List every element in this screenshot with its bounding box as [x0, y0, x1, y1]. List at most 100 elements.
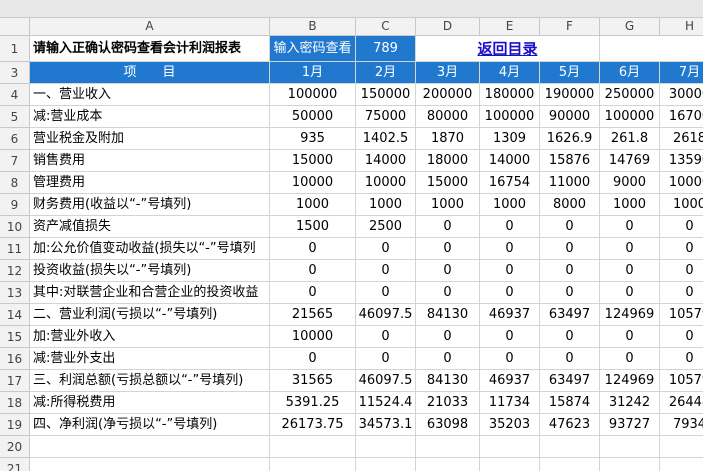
- value-cell: 63497: [540, 370, 600, 392]
- value-cell: 0: [480, 238, 540, 260]
- value-cell: 0: [270, 282, 356, 304]
- row-number[interactable]: 10: [0, 216, 30, 238]
- value-cell: 1000: [600, 194, 660, 216]
- column-header[interactable]: D: [416, 18, 480, 36]
- row-number[interactable]: 14: [0, 304, 30, 326]
- row-number[interactable]: 13: [0, 282, 30, 304]
- row-number[interactable]: 4: [0, 84, 30, 106]
- value-cell: 93727: [600, 414, 660, 436]
- password-input[interactable]: 789: [356, 36, 416, 62]
- row-number[interactable]: 15: [0, 326, 30, 348]
- row-label: 二、营业利润(亏损以“-”号填列): [30, 304, 270, 326]
- value-cell: 14000: [356, 150, 416, 172]
- value-cell: 0: [356, 326, 416, 348]
- value-cell: 1000: [480, 194, 540, 216]
- value-cell: 100000: [480, 106, 540, 128]
- row-label: 投资收益(损失以“-”号填列): [30, 260, 270, 282]
- row-number[interactable]: 19: [0, 414, 30, 436]
- row-label: 资产减值损失: [30, 216, 270, 238]
- value-cell: 14000: [480, 150, 540, 172]
- row-number[interactable]: 11: [0, 238, 30, 260]
- value-cell: 0: [540, 260, 600, 282]
- column-header[interactable]: G: [600, 18, 660, 36]
- month-header: 3月: [416, 62, 480, 84]
- value-cell: 1000: [660, 194, 703, 216]
- value-cell: 10000: [270, 172, 356, 194]
- toolbar-strip: [0, 0, 703, 18]
- value-cell: 0: [660, 260, 703, 282]
- value-cell: 9000: [600, 172, 660, 194]
- value-cell: 0: [600, 348, 660, 370]
- row-number[interactable]: 21: [0, 458, 30, 471]
- value-cell: 0: [480, 282, 540, 304]
- empty-cell: [356, 436, 416, 458]
- value-cell: 7934: [660, 414, 703, 436]
- return-link[interactable]: 返回目录: [416, 36, 600, 62]
- value-cell: 0: [660, 348, 703, 370]
- value-cell: 0: [660, 282, 703, 304]
- row-number[interactable]: 12: [0, 260, 30, 282]
- value-cell: 0: [660, 238, 703, 260]
- value-cell: 84130: [416, 304, 480, 326]
- empty-cell: [660, 436, 703, 458]
- row-label: 一、营业收入: [30, 84, 270, 106]
- empty-cell: [30, 458, 270, 471]
- value-cell: 261.8: [600, 128, 660, 150]
- column-header[interactable]: B: [270, 18, 356, 36]
- value-cell: 0: [540, 216, 600, 238]
- value-cell: 1402.5: [356, 128, 416, 150]
- empty-cell: [480, 436, 540, 458]
- row-number[interactable]: 3: [0, 62, 30, 84]
- month-header: 1月: [270, 62, 356, 84]
- empty-cell: [600, 436, 660, 458]
- row-number[interactable]: 20: [0, 436, 30, 458]
- value-cell: 200000: [416, 84, 480, 106]
- value-cell: 0: [356, 348, 416, 370]
- row-number[interactable]: 7: [0, 150, 30, 172]
- value-cell: 0: [356, 238, 416, 260]
- value-cell: 1000: [416, 194, 480, 216]
- column-header[interactable]: E: [480, 18, 540, 36]
- row-number[interactable]: 5: [0, 106, 30, 128]
- value-cell: 63098: [416, 414, 480, 436]
- value-cell: 10579: [660, 304, 703, 326]
- row-number[interactable]: 8: [0, 172, 30, 194]
- value-cell: 0: [416, 282, 480, 304]
- column-header[interactable]: A: [30, 18, 270, 36]
- value-cell: 0: [416, 216, 480, 238]
- value-cell: 16754: [480, 172, 540, 194]
- value-cell: 18000: [416, 150, 480, 172]
- value-cell: 15000: [270, 150, 356, 172]
- month-header: 4月: [480, 62, 540, 84]
- month-header: 5月: [540, 62, 600, 84]
- value-cell: 0: [270, 238, 356, 260]
- value-cell: 0: [600, 326, 660, 348]
- month-header: 6月: [600, 62, 660, 84]
- value-cell: 10000: [660, 172, 703, 194]
- password-label: 输入密码查看: [270, 36, 356, 62]
- value-cell: 75000: [356, 106, 416, 128]
- row-number[interactable]: 6: [0, 128, 30, 150]
- column-header[interactable]: C: [356, 18, 416, 36]
- corner: [0, 18, 30, 36]
- empty-cell: [356, 458, 416, 471]
- value-cell: 34573.1: [356, 414, 416, 436]
- row-label: 其中:对联营企业和合营企业的投资收益: [30, 282, 270, 304]
- empty-cell: [600, 458, 660, 471]
- row-number[interactable]: 9: [0, 194, 30, 216]
- value-cell: 30000: [660, 84, 703, 106]
- value-cell: 180000: [480, 84, 540, 106]
- column-header[interactable]: F: [540, 18, 600, 36]
- row-number[interactable]: 1: [0, 36, 30, 62]
- value-cell: 1000: [270, 194, 356, 216]
- value-cell: 0: [660, 216, 703, 238]
- empty-cell: [416, 436, 480, 458]
- row-number[interactable]: 16: [0, 348, 30, 370]
- value-cell: 47623: [540, 414, 600, 436]
- row-number[interactable]: 17: [0, 370, 30, 392]
- row-number[interactable]: 18: [0, 392, 30, 414]
- column-header[interactable]: H: [660, 18, 703, 36]
- value-cell: 0: [540, 238, 600, 260]
- value-cell: 2618: [660, 128, 703, 150]
